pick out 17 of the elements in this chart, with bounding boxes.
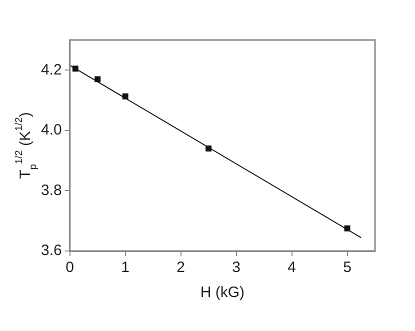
x-tick-label: 4 [288,259,296,276]
x-tick-label: 2 [176,259,185,276]
y-tick-label: 3.6 [40,242,62,260]
x-tick-label: 5 [343,259,352,276]
point [94,76,101,82]
y-tick-label: 3.8 [40,182,62,199]
x-tick-label: 1 [121,259,130,276]
y-tick-label: 4.2 [40,61,62,78]
point [344,225,350,232]
x-tick-label: 3 [232,259,240,276]
x-axis-title: H (kG) [200,284,245,302]
x-tick-label: 0 [66,259,74,276]
point [206,146,212,152]
y-axis-title: Tp1/2 (K1/2) [14,112,39,179]
point [72,66,78,72]
y-tick-label: 4.0 [40,122,62,139]
point [122,93,128,100]
